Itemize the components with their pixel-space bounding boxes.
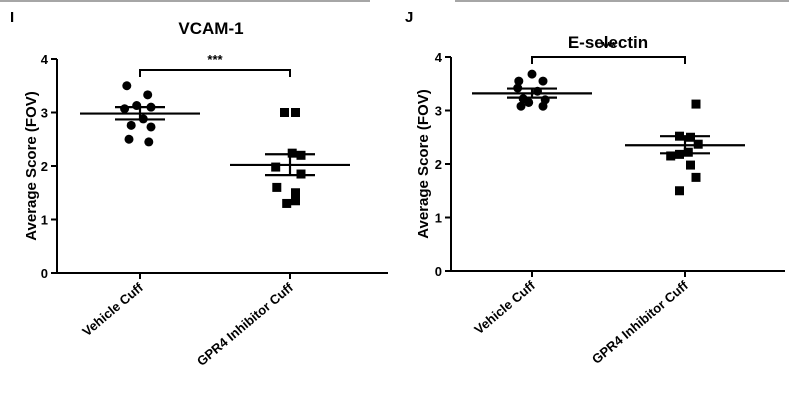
data-point xyxy=(538,101,548,111)
significance-bracket xyxy=(139,69,291,77)
y-tick-label: 0 xyxy=(435,264,442,279)
data-point xyxy=(282,198,292,208)
data-point xyxy=(126,120,136,130)
data-point xyxy=(291,188,300,198)
significance-bar: *** xyxy=(139,52,291,77)
chart-title: E-selectin xyxy=(568,33,648,52)
data-point xyxy=(675,186,684,196)
y-tick-label: 3 xyxy=(41,106,48,121)
data-point xyxy=(120,104,130,114)
data-point xyxy=(146,122,156,132)
y-tick-label: 2 xyxy=(435,157,442,172)
significance-stars: *** xyxy=(207,52,223,67)
data-marks xyxy=(472,69,745,196)
panel-letter: I xyxy=(10,9,14,26)
data-point xyxy=(666,151,676,161)
data-point xyxy=(144,137,154,147)
data-point xyxy=(291,108,300,117)
data-point xyxy=(143,90,153,100)
y-tick-label: 3 xyxy=(435,104,442,119)
data-point xyxy=(124,134,134,144)
y-tick-label: 2 xyxy=(41,159,48,174)
data-point xyxy=(691,99,701,109)
chart-title: VCAM-1 xyxy=(178,19,243,38)
category-label: Vehicle Cuff xyxy=(471,277,538,337)
category-labels: Vehicle Cuff GPR4 Inhibitor Cuff xyxy=(471,277,691,366)
data-point xyxy=(291,196,300,206)
axes: 0 1 2 3 4 xyxy=(435,50,785,279)
y-axis-label: Average Score (FOV) xyxy=(415,89,432,239)
significance-bar: *** xyxy=(531,39,686,64)
data-point xyxy=(271,162,281,172)
data-point xyxy=(514,76,524,86)
data-point xyxy=(686,160,695,170)
y-axis-label: Average Score (FOV) xyxy=(23,91,40,241)
data-point xyxy=(524,97,534,107)
data-point xyxy=(691,172,701,182)
significance-bracket xyxy=(531,56,686,64)
panel-e-selectin: J E-selectin Average Score (FOV) 0 1 2 3 4 V… xyxy=(405,9,785,367)
category-label: Vehicle Cuff xyxy=(79,279,146,339)
y-tick-label: 4 xyxy=(435,50,443,65)
y-tick-label: 1 xyxy=(41,213,48,228)
panel-letter: J xyxy=(405,9,413,26)
data-marks xyxy=(80,81,350,208)
category-label: GPR4 Inhibitor Cuff xyxy=(194,279,297,368)
panel-vcam1: I VCAM-1 Average Score (FOV) 0 1 2 3 4 Vehic… xyxy=(10,9,388,369)
data-point xyxy=(280,108,289,117)
data-point xyxy=(527,69,537,79)
axes: 0 1 2 3 4 xyxy=(41,52,388,281)
y-tick-label: 0 xyxy=(41,266,48,281)
category-labels: Vehicle Cuff GPR4 Inhibitor Cuff xyxy=(79,279,296,368)
data-point xyxy=(538,76,548,86)
category-label: GPR4 Inhibitor Cuff xyxy=(589,277,692,366)
y-tick-label: 4 xyxy=(41,52,49,67)
data-point xyxy=(516,101,526,111)
y-tick-label: 1 xyxy=(435,211,442,226)
significance-stars: *** xyxy=(601,39,617,54)
data-point xyxy=(272,182,282,192)
data-point xyxy=(122,81,132,91)
